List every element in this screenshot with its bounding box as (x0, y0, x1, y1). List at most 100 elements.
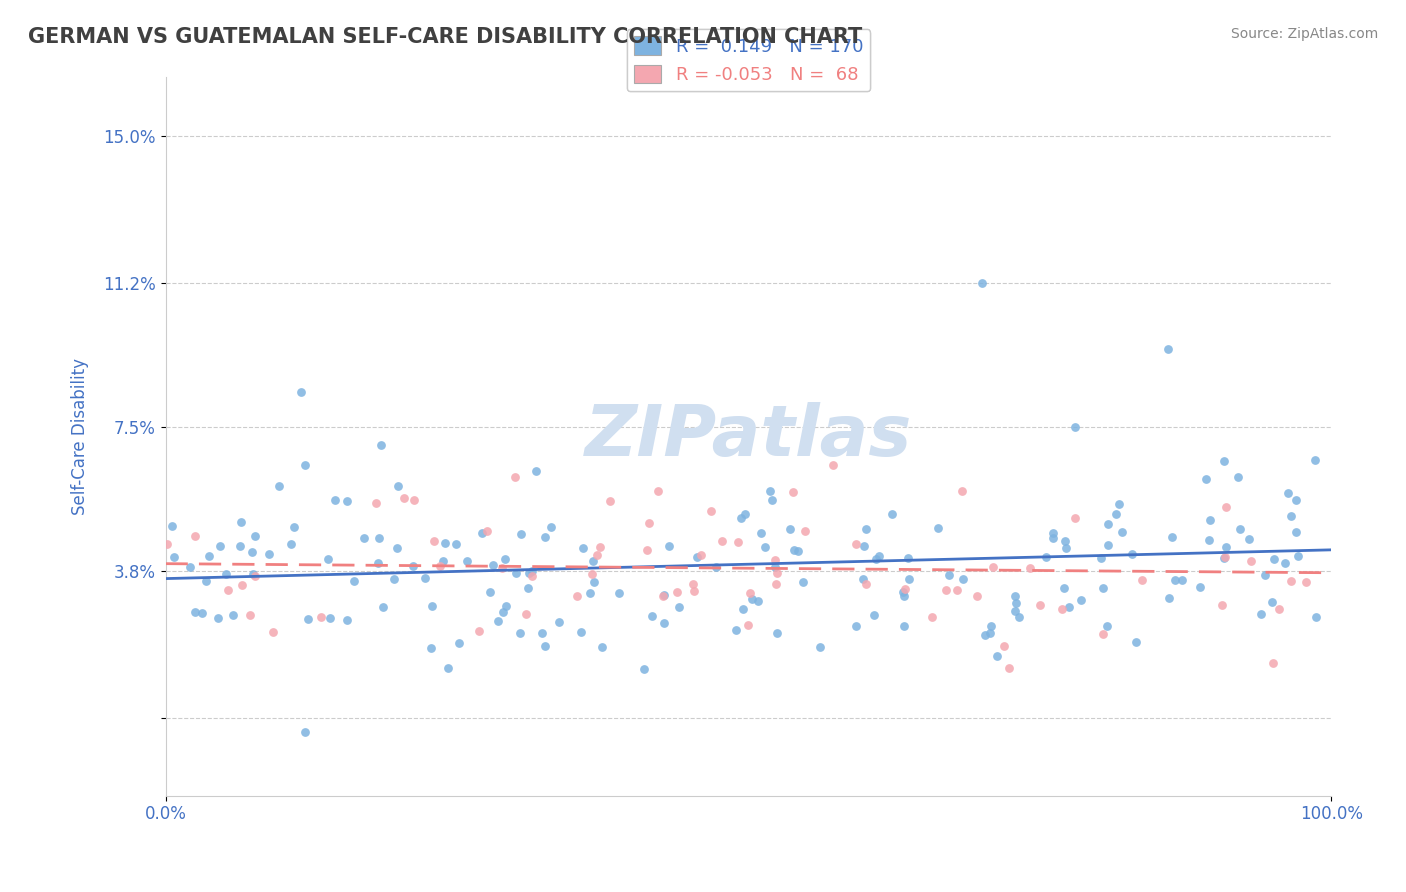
Point (404, 492, 426, 507)
Point (364, 496, 387, 510)
Point (823, 458, 845, 473)
Point (1213, 551, 1236, 566)
Point (515, 607, 537, 622)
Text: Source: ZipAtlas.com: Source: ZipAtlas.com (1230, 27, 1378, 41)
Point (647, 483, 669, 498)
Point (420, 640, 443, 655)
Point (269, 479, 291, 493)
Point (578, 586, 600, 600)
Point (855, 523, 877, 537)
Point (505, 566, 527, 580)
Point (509, 527, 531, 541)
Point (792, 575, 814, 590)
Point (759, 484, 782, 499)
Point (517, 566, 540, 580)
Point (863, 608, 886, 623)
Point (342, 574, 364, 589)
Point (280, 537, 302, 551)
Point (1164, 573, 1187, 587)
Point (160, 519, 183, 533)
Point (761, 493, 783, 508)
Point (725, 623, 748, 637)
Point (1091, 626, 1114, 640)
Point (1279, 509, 1302, 524)
Point (245, 529, 267, 543)
Point (353, 531, 375, 545)
Point (979, 625, 1001, 640)
Point (432, 554, 454, 568)
Point (336, 494, 359, 508)
Point (641, 609, 664, 624)
Point (297, 612, 319, 626)
Point (894, 582, 917, 597)
Point (456, 554, 478, 568)
Point (737, 618, 759, 632)
Point (243, 569, 266, 583)
Point (1035, 549, 1057, 564)
Point (1195, 472, 1218, 486)
Point (257, 547, 280, 561)
Point (495, 599, 517, 614)
Point (534, 639, 557, 653)
Point (540, 520, 562, 534)
Point (582, 554, 605, 568)
Point (980, 619, 1002, 633)
Point (436, 661, 458, 675)
Point (689, 548, 711, 562)
Point (1157, 343, 1180, 357)
Point (1277, 486, 1299, 500)
Point (651, 589, 673, 603)
Point (638, 516, 661, 530)
Point (1215, 549, 1237, 564)
Point (1295, 575, 1317, 590)
Point (731, 602, 754, 616)
Point (1157, 591, 1180, 606)
Point (794, 524, 817, 539)
Point (505, 470, 527, 484)
Point (208, 539, 231, 553)
Point (1240, 554, 1263, 568)
Point (865, 551, 887, 566)
Point (808, 640, 831, 654)
Point (868, 549, 890, 564)
Point (479, 585, 502, 599)
Point (290, 384, 312, 399)
Point (1285, 525, 1308, 540)
Point (228, 539, 250, 553)
Point (779, 522, 801, 536)
Point (986, 649, 1008, 664)
Point (572, 541, 595, 555)
Point (520, 569, 543, 583)
Point (1215, 540, 1237, 554)
Point (402, 559, 425, 574)
Point (734, 508, 756, 522)
Point (509, 625, 531, 640)
Point (686, 549, 709, 564)
Point (370, 438, 392, 452)
Point (763, 553, 786, 567)
Point (1004, 589, 1026, 603)
Point (946, 583, 969, 598)
Point (652, 615, 675, 630)
Point (371, 599, 394, 614)
Point (1125, 635, 1147, 649)
Point (730, 511, 752, 525)
Text: ZIPatlas: ZIPatlas (585, 402, 912, 471)
Point (1018, 561, 1040, 575)
Point (239, 607, 262, 622)
Point (1239, 532, 1261, 546)
Point (763, 559, 786, 574)
Point (1054, 541, 1077, 556)
Point (1198, 533, 1220, 548)
Point (852, 572, 875, 586)
Point (477, 524, 499, 538)
Point (981, 560, 1004, 574)
Point (240, 545, 263, 559)
Point (382, 572, 405, 586)
Point (704, 559, 727, 574)
Point (394, 491, 416, 506)
Y-axis label: Self-Care Disability: Self-Care Disability (72, 358, 89, 515)
Point (636, 543, 658, 558)
Point (1108, 497, 1130, 511)
Point (998, 661, 1021, 675)
